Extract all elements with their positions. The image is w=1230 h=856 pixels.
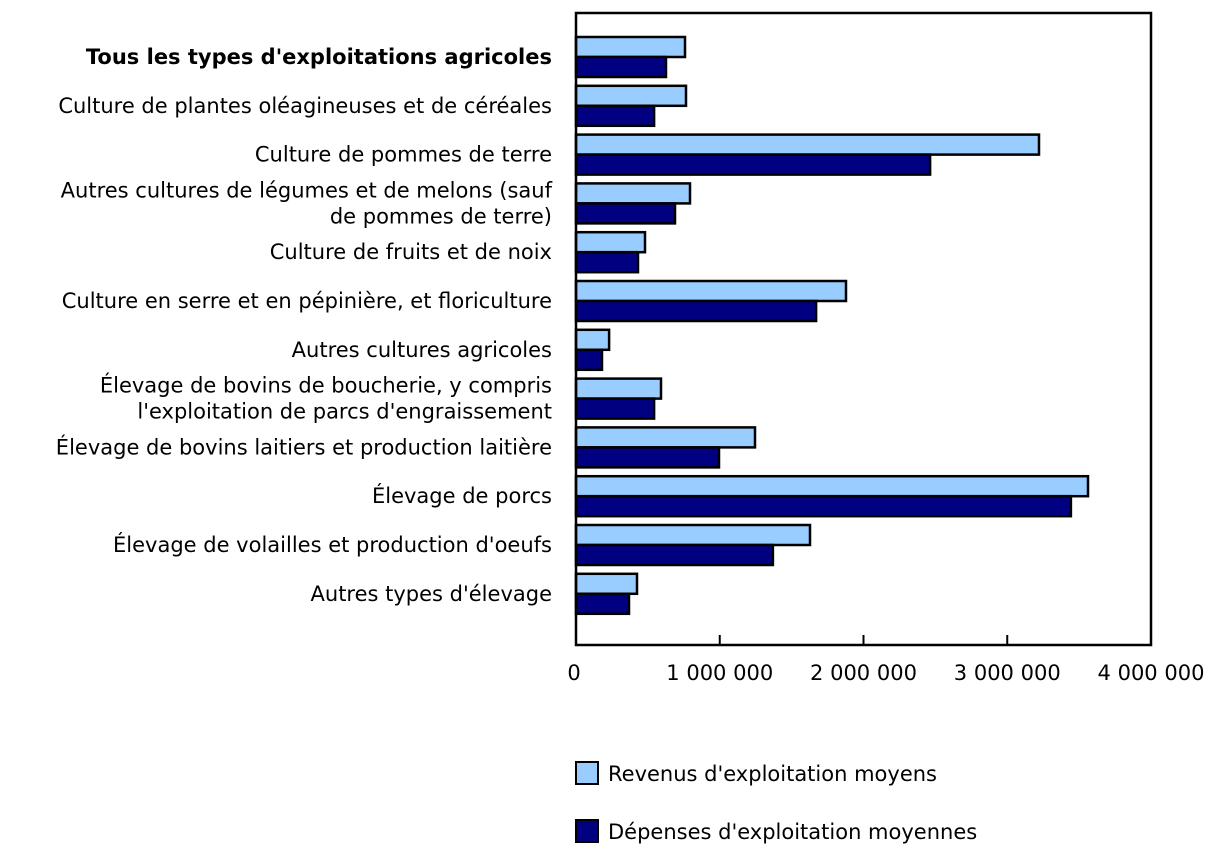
revenue-bar	[574, 426, 757, 449]
expense-bar	[574, 299, 818, 323]
revenue-bar	[574, 523, 812, 547]
bars-layer	[574, 35, 1090, 616]
bar-group	[574, 572, 639, 616]
x-tick-label: 1 000 000	[666, 661, 773, 685]
revenue-bar	[574, 182, 692, 205]
category-label: Autres types d'élevage	[311, 582, 552, 606]
legend-swatch	[575, 761, 599, 785]
revenue-bar	[574, 133, 1041, 156]
expense-bar	[574, 202, 677, 225]
expense-bar	[574, 543, 775, 567]
x-tick-label: 4 000 000	[1098, 661, 1205, 685]
bar-group	[574, 377, 663, 420]
revenue-bar	[574, 572, 639, 596]
revenue-bar	[574, 474, 1090, 498]
category-label: Autres cultures de légumes et de melons …	[61, 178, 553, 202]
revenue-bar	[574, 35, 687, 59]
category-label: Élevage de bovins laitiers et production…	[56, 434, 552, 459]
bar-group	[574, 230, 647, 274]
x-tick-label: 3 000 000	[954, 661, 1061, 685]
bar-group	[574, 523, 812, 567]
revenue-bar	[574, 84, 688, 108]
revenue-bar	[574, 279, 848, 303]
expense-bar	[574, 397, 656, 420]
category-label: Culture de plantes oléagineuses et de cé…	[58, 94, 552, 118]
revenue-bar	[574, 230, 647, 254]
bar-group	[574, 426, 757, 469]
category-label: Élevage de volailles et production d'oeu…	[113, 532, 552, 557]
bar-group	[574, 35, 687, 79]
legend-swatch	[575, 819, 599, 843]
category-label: Culture en serre et en pépinière, et flo…	[62, 289, 552, 313]
legend-item-revenue: Revenus d'exploitation moyens	[575, 761, 937, 786]
x-axis: 0 1 000 000 2 000 000 3 000 000 4 000 000	[567, 635, 1204, 685]
category-label: Autres cultures agricoles	[292, 338, 552, 362]
bar-group	[574, 474, 1090, 518]
category-label: Tous les types d'exploitations agricoles	[86, 45, 552, 69]
revenue-bar	[574, 377, 663, 400]
category-label: Culture de pommes de terre	[255, 143, 552, 167]
category-label: Culture de fruits et de noix	[270, 240, 552, 264]
bar-group	[574, 328, 611, 372]
category-label: de pommes de terre)	[330, 204, 552, 228]
x-tick-label: 0	[567, 661, 580, 685]
expense-bar	[574, 153, 932, 176]
bar-group	[574, 279, 848, 323]
expense-bar	[574, 348, 604, 372]
revenue-bar	[574, 328, 611, 352]
category-label: Élevage de bovins de boucherie, y compri…	[100, 373, 552, 398]
expense-bar	[574, 104, 656, 128]
bar-group	[574, 84, 688, 128]
expense-bar	[574, 250, 640, 274]
legend-item-expenses: Dépenses d'exploitation moyennes	[575, 819, 977, 844]
expense-bar	[574, 446, 721, 469]
expense-bar	[574, 592, 631, 616]
category-label: Élevage de porcs	[372, 483, 552, 508]
category-label: l'exploitation de parcs d'engraissement	[137, 400, 552, 424]
legend-label: Dépenses d'exploitation moyennes	[608, 820, 977, 844]
x-tick-label: 2 000 000	[810, 661, 917, 685]
expense-bar	[574, 494, 1073, 518]
legend-label: Revenus d'exploitation moyens	[608, 762, 937, 786]
category-labels: Tous les types d'exploitations agricoles…	[56, 45, 553, 606]
legend: Revenus d'exploitation moyens Dépenses d'…	[575, 761, 977, 844]
expense-bar	[574, 55, 668, 79]
bar-group	[574, 182, 692, 225]
bar-group	[574, 133, 1041, 176]
